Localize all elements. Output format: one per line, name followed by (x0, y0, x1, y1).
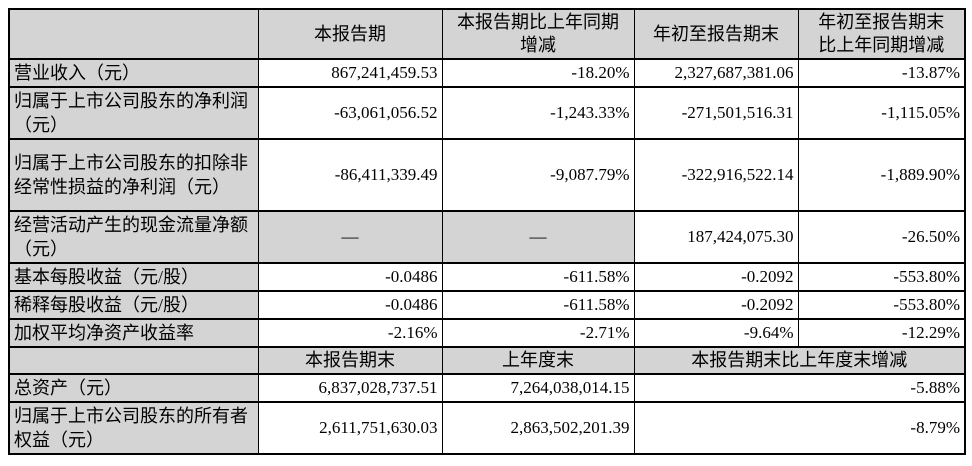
cell-ytd: -9.64% (633, 318, 799, 348)
table-subheader-row: 本报告期末 上年度末 本报告期末比上年度末增减 (8, 346, 966, 375)
row-label: 稀释每股收益（元/股） (8, 290, 259, 320)
cell-current-period-dash: — (257, 210, 443, 264)
cell-yoy-change: -18.20% (441, 58, 635, 88)
cell-period-end-change: -8.79% (633, 401, 966, 455)
key-financials-table: 本报告期 本报告期比上年同期 增减 年初至报告期末 年初至报告期末 比上年同期增… (8, 8, 966, 455)
cell-ytd: -0.2092 (633, 262, 799, 292)
cell-ytd-yoy-change: -26.50% (797, 210, 966, 264)
cell-current-period: -0.0486 (257, 290, 443, 320)
row-label: 加权平均净资产收益率 (8, 318, 259, 348)
subheader-period-end-change: 本报告期末比上年度末增减 (633, 346, 966, 375)
cell-prior-year-end: 2,863,502,201.39 (441, 401, 635, 455)
cell-current-period: -2.16% (257, 318, 443, 348)
header-ytd: 年初至报告期末 (633, 8, 799, 60)
table-row-diluted-eps: 稀释每股收益（元/股） -0.0486 -611.58% -0.2092 -55… (8, 290, 966, 320)
subheader-empty-cell (8, 346, 259, 375)
financial-report-table-sheet: 本报告期 本报告期比上年同期 增减 年初至报告期末 年初至报告期末 比上年同期增… (8, 8, 966, 455)
cell-period-end: 6,837,028,737.51 (257, 373, 443, 403)
cell-ytd-yoy-change: -13.87% (797, 58, 966, 88)
table-row-net-profit-excl-nonrecurring: 归属于上市公司股东的扣除非经常性损益的净利润（元） -86,411,339.49… (8, 138, 966, 212)
row-label: 总资产（元） (8, 373, 259, 403)
header-empty-cell (8, 8, 259, 60)
cell-ytd: -0.2092 (633, 290, 799, 320)
cell-ytd: 2,327,687,381.06 (633, 58, 799, 88)
cell-yoy-change-dash: — (441, 210, 635, 264)
cell-yoy-change: -611.58% (441, 290, 635, 320)
cell-yoy-change: -611.58% (441, 262, 635, 292)
header-ytd-yoy-change: 年初至报告期末 比上年同期增减 (797, 8, 966, 60)
row-label: 经营活动产生的现金流量净额（元） (8, 210, 259, 264)
cell-period-end-change: -5.88% (633, 373, 966, 403)
cell-ytd-yoy-change: -12.29% (797, 318, 966, 348)
cell-yoy-change: -2.71% (441, 318, 635, 348)
table-row-revenue: 营业收入（元） 867,241,459.53 -18.20% 2,327,687… (8, 58, 966, 88)
header-current-period: 本报告期 (257, 8, 443, 60)
cell-ytd: -271,501,516.31 (633, 86, 799, 140)
cell-current-period: -86,411,339.49 (257, 138, 443, 212)
table-row-basic-eps: 基本每股收益（元/股） -0.0486 -611.58% -0.2092 -55… (8, 262, 966, 292)
row-label: 归属于上市公司股东的扣除非经常性损益的净利润（元） (8, 138, 259, 212)
cell-ytd-yoy-change: -1,889.90% (797, 138, 966, 212)
table-row-weighted-avg-roe: 加权平均净资产收益率 -2.16% -2.71% -9.64% -12.29% (8, 318, 966, 348)
cell-prior-year-end: 7,264,038,014.15 (441, 373, 635, 403)
cell-yoy-change: -1,243.33% (441, 86, 635, 140)
cell-ytd-yoy-change: -1,115.05% (797, 86, 966, 140)
row-label: 归属于上市公司股东的净利润（元） (8, 86, 259, 140)
cell-current-period: -63,061,056.52 (257, 86, 443, 140)
cell-current-period: 867,241,459.53 (257, 58, 443, 88)
table-row-net-profit: 归属于上市公司股东的净利润（元） -63,061,056.52 -1,243.3… (8, 86, 966, 140)
cell-ytd: -322,916,522.14 (633, 138, 799, 212)
subheader-prior-year-end: 上年度末 (441, 346, 635, 375)
cell-period-end: 2,611,751,630.03 (257, 401, 443, 455)
row-label: 营业收入（元） (8, 58, 259, 88)
table-header-row: 本报告期 本报告期比上年同期 增减 年初至报告期末 年初至报告期末 比上年同期增… (8, 8, 966, 60)
cell-yoy-change: -9,087.79% (441, 138, 635, 212)
header-yoy-change: 本报告期比上年同期 增减 (441, 8, 635, 60)
cell-ytd-yoy-change: -553.80% (797, 290, 966, 320)
cell-ytd-yoy-change: -553.80% (797, 262, 966, 292)
subheader-period-end: 本报告期末 (257, 346, 443, 375)
table-row-total-assets: 总资产（元） 6,837,028,737.51 7,264,038,014.15… (8, 373, 966, 403)
cell-ytd: 187,424,075.30 (633, 210, 799, 264)
cell-current-period: -0.0486 (257, 262, 443, 292)
table-row-operating-cash-flow: 经营活动产生的现金流量净额（元） — — 187,424,075.30 -26.… (8, 210, 966, 264)
table-row-shareholders-equity: 归属于上市公司股东的所有者权益（元） 2,611,751,630.03 2,86… (8, 401, 966, 455)
row-label: 归属于上市公司股东的所有者权益（元） (8, 401, 259, 455)
row-label: 基本每股收益（元/股） (8, 262, 259, 292)
